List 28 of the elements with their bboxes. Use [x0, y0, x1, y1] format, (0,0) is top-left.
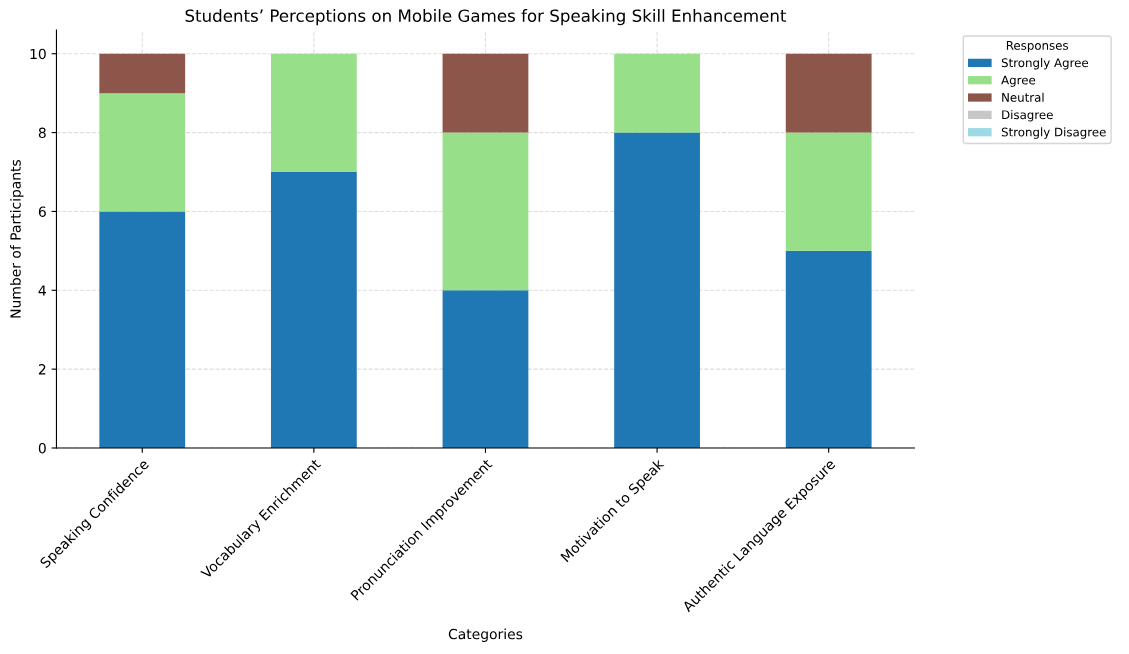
bar	[785, 132, 872, 251]
bar	[442, 132, 529, 291]
legend-label: Strongly Disagree	[1001, 127, 1106, 139]
legend-label: Disagree	[1002, 110, 1053, 122]
bar	[442, 53, 529, 133]
y-axis-title: Number of Participants	[10, 159, 24, 318]
x-axis-title: Categories	[448, 628, 523, 642]
bar	[270, 53, 357, 173]
chart-title: Students’ Perceptions on Mobile Games for Speaking Skill Enhancement	[185, 9, 787, 26]
bar	[99, 93, 186, 212]
y-tick-label: 0	[38, 442, 46, 454]
bar	[270, 172, 357, 448]
y-tick-label: 10	[30, 48, 46, 60]
legend-label: Strongly Agree	[1001, 58, 1089, 70]
y-tick-label: 4	[38, 285, 46, 296]
bar	[99, 211, 186, 448]
bar	[614, 132, 700, 448]
legend-title: Responses	[1006, 41, 1069, 53]
bar	[785, 250, 872, 448]
bar	[442, 290, 529, 448]
y-tick-label: 6	[38, 206, 46, 217]
legend-label: Agree	[1001, 75, 1036, 87]
bar	[614, 53, 700, 133]
y-tick-label: 8	[38, 127, 46, 139]
legend-label: Neutral	[1002, 92, 1044, 102]
bar	[99, 53, 186, 94]
bar	[785, 53, 872, 133]
y-tick-label: 2	[38, 364, 46, 375]
